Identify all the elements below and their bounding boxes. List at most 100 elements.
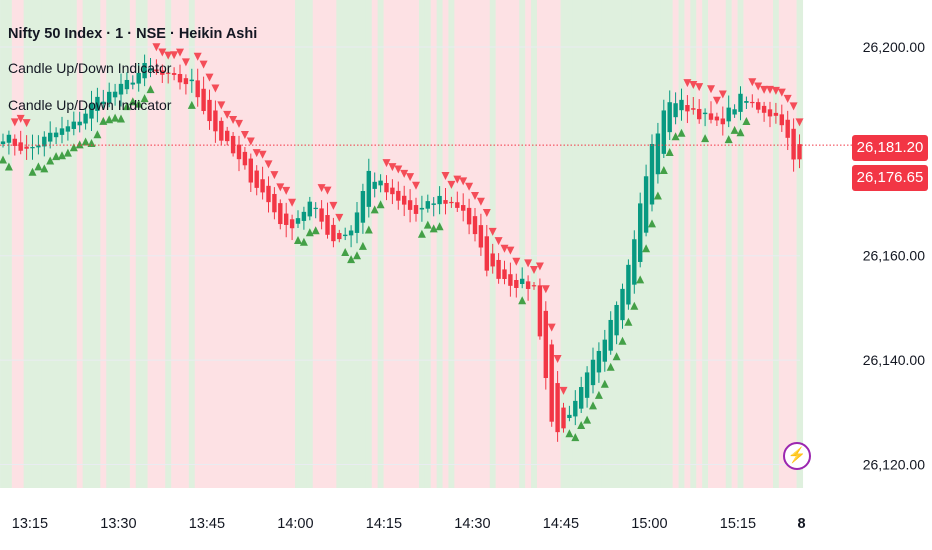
candle-body <box>124 79 130 90</box>
background-band <box>607 0 615 488</box>
x-tick-label: 13:15 <box>12 516 48 532</box>
x-tick-label: 15:15 <box>720 516 756 532</box>
background-band <box>23 0 31 488</box>
candle-body <box>343 234 348 237</box>
marker-up <box>134 99 143 108</box>
marker-up <box>63 148 72 157</box>
marker-down <box>170 51 179 60</box>
lightning-icon[interactable]: ⚡ <box>783 442 811 470</box>
background-band <box>0 0 7 488</box>
background-band <box>188 0 196 488</box>
candle-body <box>278 203 283 225</box>
candle-body <box>514 280 519 288</box>
candle-body <box>549 344 554 422</box>
candle-body <box>449 201 454 204</box>
background-band <box>554 0 562 488</box>
candle-body <box>632 239 637 285</box>
background-band <box>401 0 408 488</box>
indicator-label-1[interactable]: Candle Up/Down Indicator <box>8 60 172 76</box>
marker-down <box>164 51 173 60</box>
marker-down <box>465 182 474 191</box>
candle-body <box>661 110 666 154</box>
background-band <box>64 0 72 488</box>
candle-body <box>36 145 41 148</box>
candles <box>0 54 802 442</box>
marker-down <box>777 88 786 97</box>
marker-down <box>447 180 456 189</box>
background-band <box>70 0 78 488</box>
marker-down <box>223 110 232 119</box>
marker-down <box>252 149 261 158</box>
time-axis[interactable]: 13:15 13:30 13:45 14:00 14:15 14:30 14:45 15:00… <box>12 516 806 532</box>
background-band <box>100 0 107 488</box>
background-band <box>584 0 591 488</box>
candle-body <box>396 190 401 201</box>
marker-down <box>760 85 769 94</box>
background-band <box>212 0 219 488</box>
background-band <box>147 0 155 488</box>
background-band <box>94 0 101 488</box>
indicator-label-2[interactable]: Candle Up/Down Indicator <box>8 97 172 113</box>
marker-up <box>128 97 137 106</box>
candle-body <box>390 187 395 195</box>
background-band <box>454 0 461 488</box>
marker-down <box>211 84 220 93</box>
marker-up <box>311 226 320 235</box>
marker-up <box>69 143 78 152</box>
marker-down <box>329 201 338 210</box>
background-band <box>29 0 37 488</box>
candle-body <box>608 319 613 351</box>
candle-body <box>154 69 159 72</box>
candle-body <box>301 211 307 221</box>
marker-down <box>506 246 515 255</box>
x-tick-label: 15:00 <box>631 516 667 532</box>
y-tick-label: 26,160.00 <box>863 248 925 264</box>
candle-body <box>490 253 495 267</box>
background-band <box>247 0 255 488</box>
background-band <box>713 0 721 488</box>
background-band <box>265 0 273 488</box>
signal-markers <box>0 43 804 442</box>
y-tick-label: 26,120.00 <box>863 457 925 473</box>
marker-up <box>642 244 651 253</box>
candle-body <box>384 182 389 193</box>
background-band <box>725 0 733 488</box>
background-band <box>230 0 237 488</box>
background-band <box>531 0 538 488</box>
marker-up <box>701 134 710 143</box>
candle-body <box>6 134 12 143</box>
candle-body <box>402 195 407 205</box>
background-band <box>719 0 727 488</box>
background-band <box>501 0 509 488</box>
candle-body <box>89 103 94 119</box>
candle-body <box>142 62 147 79</box>
marker-up <box>28 167 37 176</box>
marker-up <box>417 229 426 238</box>
candle-body <box>708 113 714 120</box>
marker-up <box>146 85 155 94</box>
last-price-badge-lower: 26,176.65 <box>852 165 928 191</box>
marker-down <box>530 266 538 275</box>
marker-down <box>689 81 698 90</box>
candle-body <box>112 91 118 98</box>
background-band <box>153 0 160 488</box>
background-band <box>413 0 420 488</box>
background-band <box>442 0 450 488</box>
marker-up <box>671 132 680 141</box>
background-band <box>194 0 202 488</box>
marker-up <box>364 225 373 234</box>
candle-body <box>183 78 189 85</box>
x-tick-label: 14:45 <box>543 516 579 532</box>
background-band <box>436 0 444 488</box>
marker-up <box>636 275 645 284</box>
background-band <box>41 0 48 488</box>
y-tick-label: 26,140.00 <box>863 352 925 368</box>
marker-down <box>406 173 415 182</box>
marker-down <box>276 183 285 192</box>
marker-down <box>482 208 491 217</box>
candle-body <box>679 99 684 111</box>
candle-body <box>348 230 354 236</box>
price-axis[interactable]: 26,200.00 26,160.00 26,140.00 26,120.00 <box>863 39 925 473</box>
chart-title[interactable]: Nifty 50 Index · 1 · NSE · Heikin Ashi <box>8 26 258 42</box>
